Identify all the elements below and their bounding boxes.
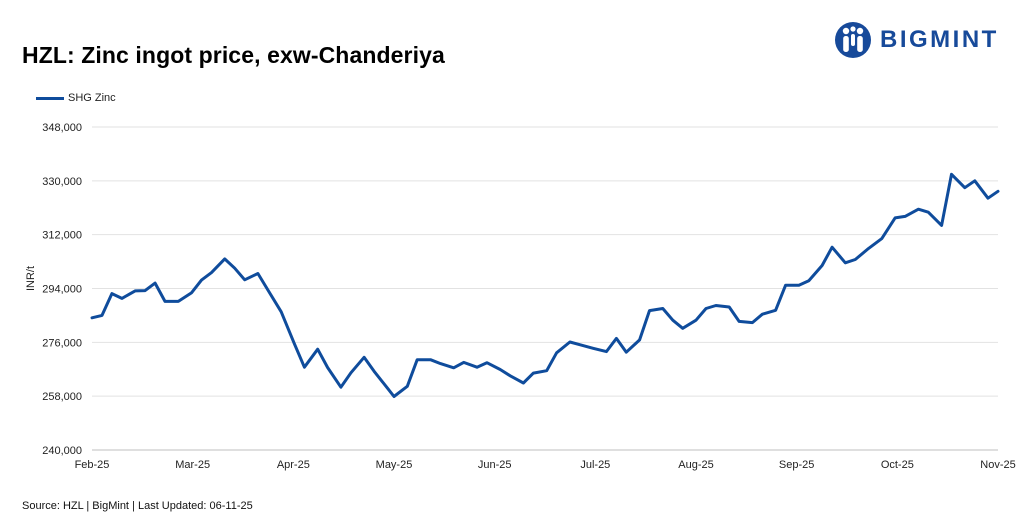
y-axis-label: INR/t xyxy=(25,266,37,291)
y-tick-label: 240,000 xyxy=(42,445,82,457)
y-tick-label: 276,000 xyxy=(42,337,82,349)
x-tick-label: Sep-25 xyxy=(779,459,814,471)
series-line-shg-zinc xyxy=(90,172,1000,398)
y-tick-label: 330,000 xyxy=(42,176,82,188)
legend-label: SHG Zinc xyxy=(68,92,116,104)
x-tick-label: Nov-25 xyxy=(980,459,1015,471)
legend-swatch xyxy=(36,96,64,100)
legend: SHG Zinc xyxy=(36,92,116,104)
y-tick-label: 294,000 xyxy=(42,284,82,296)
x-tick-label: Feb-25 xyxy=(75,459,110,471)
x-tick-label: Apr-25 xyxy=(277,459,310,471)
x-tick-label: Oct-25 xyxy=(881,459,914,471)
x-tick-label: Aug-25 xyxy=(678,459,713,471)
bigmint-logo-icon xyxy=(835,22,871,58)
chart-title: HZL: Zinc ingot price, exw-Chanderiya xyxy=(22,42,445,68)
x-tick-label: Mar-25 xyxy=(175,459,210,471)
y-tick-label: 258,000 xyxy=(42,391,82,403)
brand-name: BIGMINT xyxy=(880,26,999,53)
x-tick-label: May-25 xyxy=(376,459,413,471)
x-tick-label: Jul-25 xyxy=(580,459,610,471)
y-tick-label: 348,000 xyxy=(42,122,82,134)
x-tick-label: Jun-25 xyxy=(478,459,512,471)
bigmint-logo: BIGMINT xyxy=(834,20,999,60)
source-note: Source: HZL | BigMint | Last Updated: 06… xyxy=(22,500,253,512)
y-tick-label: 312,000 xyxy=(42,230,82,242)
